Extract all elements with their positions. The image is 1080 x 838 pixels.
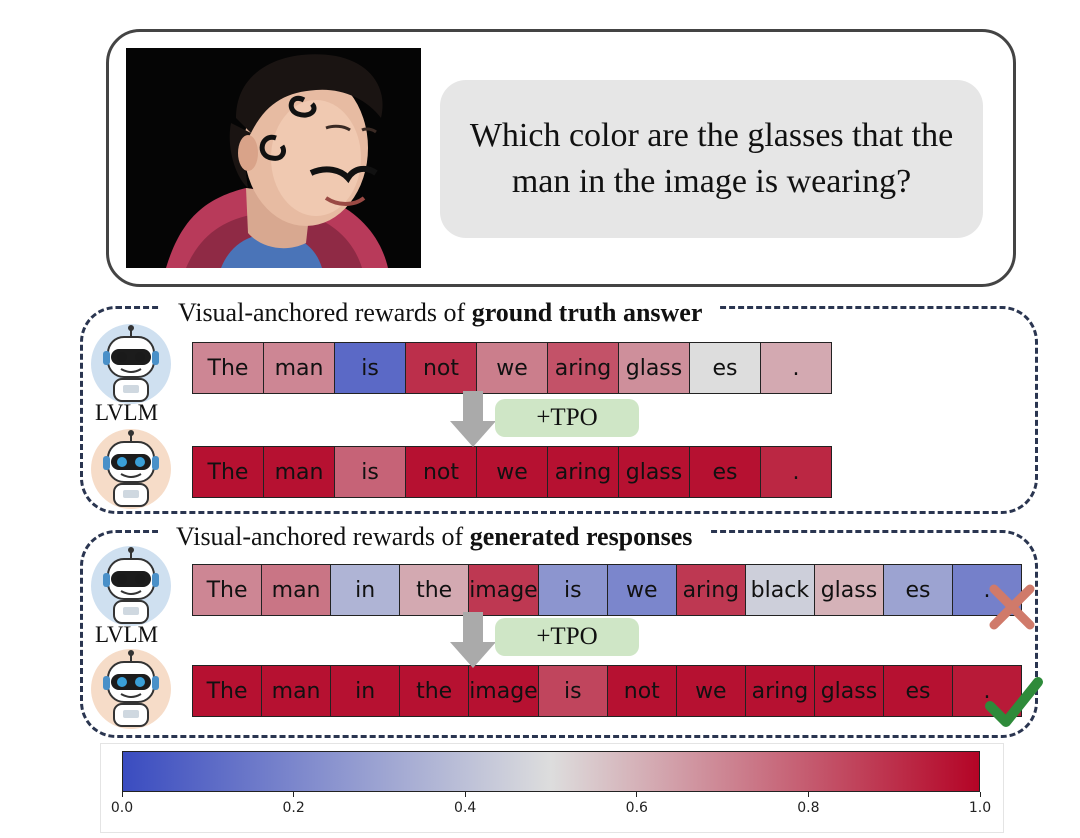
face-photo-illustration: [126, 48, 421, 268]
token-cell: aring: [548, 447, 619, 497]
section-title-bold: generated responses: [469, 522, 693, 551]
colorbar-tick: [979, 792, 981, 797]
token-cell: image: [469, 666, 539, 716]
token-cell: aring: [745, 666, 815, 716]
tpo-robot-icon: [90, 648, 172, 730]
question-panel: [106, 29, 1016, 287]
colorbar-tick-label: 0.2: [282, 800, 305, 816]
tpo-label: +TPO: [495, 618, 639, 656]
token-cell: we: [676, 666, 746, 716]
token-row-gt-after: The man is not we aring glass es.: [192, 446, 832, 498]
token-cell: glass: [814, 666, 884, 716]
token-cell: .: [761, 447, 831, 497]
token-cell: is: [538, 565, 608, 615]
cross-icon: [989, 584, 1035, 630]
colorbar-tick: [464, 792, 466, 797]
token-cell: is: [335, 343, 406, 393]
token-cell: .: [953, 666, 1022, 716]
colorbar-tick-label: 1.0: [968, 800, 992, 816]
colorbar: [122, 751, 980, 792]
down-arrow-icon: [450, 612, 496, 668]
token-row-gen-before: The man in the image is we aring black glass es.: [192, 564, 1022, 616]
token-cell: glass: [814, 565, 884, 615]
tpo-robot-icon: [90, 428, 172, 510]
input-photo: [126, 48, 421, 268]
token-cell: man: [264, 343, 335, 393]
model-label: LVLM: [95, 622, 159, 647]
token-row-gt-before: The man is not we aring glass es.: [192, 342, 832, 394]
colorbar-tick-label: 0.4: [454, 800, 477, 816]
colorbar-tick: [636, 792, 638, 797]
section-title-plain: Visual-anchored rewards of: [178, 298, 472, 327]
token-row-gen-after: The man in the image is not we aring glass es.: [192, 665, 1022, 717]
colorbar-tick-label: 0.8: [797, 800, 820, 816]
token-cell: not: [406, 447, 477, 497]
token-cell: es: [690, 447, 761, 497]
token-cell: we: [477, 343, 548, 393]
colorbar-tick: [293, 792, 295, 797]
colorbar-tick-label: 0.6: [625, 800, 648, 816]
token-cell: es: [690, 343, 761, 393]
token-cell: image: [469, 565, 539, 615]
token-cell: glass: [619, 447, 690, 497]
token-cell: not: [406, 343, 477, 393]
section-title-bold: ground truth answer: [471, 298, 703, 327]
section-title-plain: Visual-anchored rewards of: [176, 522, 470, 551]
token-cell: the: [400, 666, 470, 716]
token-cell: man: [262, 565, 332, 615]
checkmark-icon: [985, 677, 1043, 727]
token-cell: black: [745, 565, 815, 615]
token-cell: The: [193, 666, 263, 716]
token-cell: in: [331, 666, 401, 716]
token-cell: not: [607, 666, 677, 716]
lvlm-robot-icon: [90, 545, 172, 627]
token-cell: The: [193, 343, 264, 393]
colorbar-tick-label: 0.0: [110, 800, 134, 816]
tpo-label: +TPO: [495, 399, 639, 437]
token-cell: is: [538, 666, 608, 716]
question-bubble: Which color are the glasses that the man…: [440, 80, 983, 238]
token-cell: aring: [548, 343, 619, 393]
colorbar-frame: [100, 743, 1004, 833]
token-cell: man: [264, 447, 335, 497]
token-cell: in: [331, 565, 401, 615]
model-label: LVLM: [95, 400, 159, 425]
token-cell: The: [193, 447, 264, 497]
colorbar-tick: [807, 792, 809, 797]
token-cell: we: [607, 565, 677, 615]
token-cell: es: [883, 565, 953, 615]
down-arrow-icon: [450, 391, 496, 447]
token-cell: we: [477, 447, 548, 497]
token-cell: glass: [619, 343, 690, 393]
token-cell: is: [335, 447, 406, 497]
section-ground-truth-title: Visual-anchored rewards of ground truth …: [160, 294, 721, 332]
token-cell: .: [761, 343, 831, 393]
token-cell: man: [262, 666, 332, 716]
token-cell: the: [400, 565, 470, 615]
colorbar-tick: [121, 792, 123, 797]
token-cell: aring: [676, 565, 746, 615]
token-cell: es: [883, 666, 953, 716]
token-cell: The: [193, 565, 263, 615]
section-generated-title: Visual-anchored rewards of generated res…: [158, 518, 711, 556]
lvlm-robot-icon: [90, 323, 172, 405]
question-text: Which color are the glasses that the man…: [469, 117, 954, 200]
